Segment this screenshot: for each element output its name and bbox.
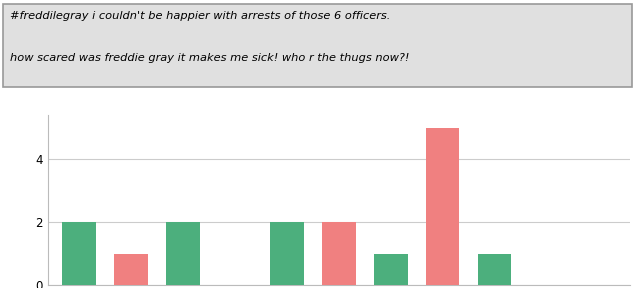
Bar <box>425 128 459 285</box>
Text: how scared was freddie gray it makes me sick! who r the thugs now?!: how scared was freddie gray it makes me … <box>10 53 409 62</box>
Bar <box>322 222 356 285</box>
FancyBboxPatch shape <box>3 4 632 87</box>
Bar <box>374 254 408 285</box>
Bar <box>62 222 96 285</box>
Bar <box>270 222 303 285</box>
Bar <box>478 254 511 285</box>
Text: #freddilegray i couldn't be happier with arrests of those 6 officers.: #freddilegray i couldn't be happier with… <box>10 11 390 21</box>
Bar <box>114 254 148 285</box>
Bar <box>166 222 200 285</box>
